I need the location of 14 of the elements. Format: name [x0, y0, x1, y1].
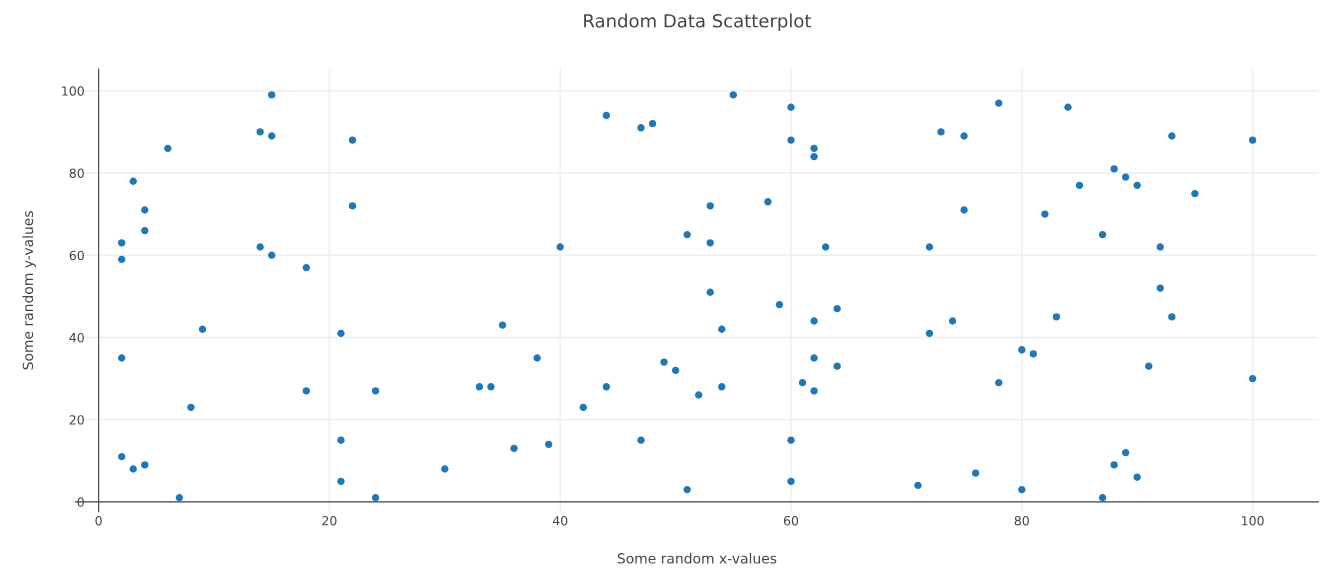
- y-tick-label: 60: [69, 250, 84, 261]
- chart-title: Random Data Scatterplot: [584, 13, 812, 32]
- x-tick-label: 100: [1242, 515, 1264, 526]
- x-axis-title: Some random x-values: [617, 552, 777, 564]
- y-tick-label: 20: [69, 415, 84, 425]
- x-tick-label: 60: [783, 515, 799, 526]
- y-tick-label: 80: [69, 168, 84, 178]
- x-tick-label: 40: [552, 515, 568, 526]
- y-tick-label: 40: [69, 332, 84, 343]
- x-tick-label: 20: [322, 515, 337, 526]
- y-tick-label: 100: [62, 86, 84, 96]
- y-axis-title: Some random y-values: [22, 211, 36, 370]
- x-tick-label: 0: [95, 515, 102, 526]
- x-tick-label: 80: [1014, 515, 1029, 526]
